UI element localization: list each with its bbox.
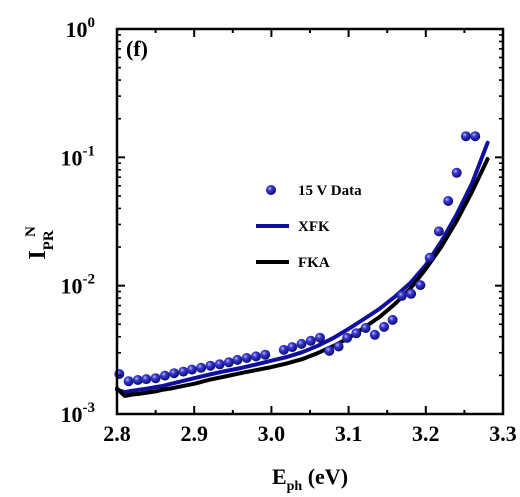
data-point (205, 360, 216, 371)
data-point (132, 375, 143, 385)
series-line-xfk (115, 140, 490, 395)
data-point (351, 328, 362, 339)
x-tick-label: 2.8 (103, 421, 131, 446)
x-tick-label: 2.9 (180, 421, 208, 446)
data-point (150, 373, 161, 384)
data-point (241, 353, 252, 363)
data-point (342, 332, 353, 343)
data-point (369, 329, 380, 340)
legend-label-xfk: XFK (298, 219, 330, 235)
data-point (232, 354, 243, 365)
data-point (470, 131, 481, 142)
y-tick-label: 10-3 (61, 400, 96, 427)
axes: 2.8 2.9 3.0 3.1 3.2 3.3 10-3 10-2 10-1 100 (61, 15, 517, 446)
data-point (324, 345, 335, 356)
data-point (360, 323, 371, 333)
data-point (141, 374, 152, 385)
data-point (260, 349, 271, 360)
data-point (251, 351, 261, 362)
x-axis-title-sub: ph (287, 479, 303, 494)
y-axis-title-sup: N (23, 226, 39, 237)
data-point (424, 252, 435, 263)
data-point (178, 366, 189, 377)
y-axis-title: IPR N (23, 226, 57, 260)
data-point (159, 370, 170, 381)
data-point (443, 196, 454, 206)
x-tick-label: 3.3 (489, 421, 517, 446)
x-axis-title-suffix: (eV) (302, 464, 348, 489)
data-point (186, 364, 197, 375)
x-axis-title: Eph (eV) (272, 464, 348, 494)
data-point (223, 357, 234, 368)
panel-label: (f) (126, 36, 148, 61)
plot-area (114, 131, 490, 398)
y-tick-label: 100 (66, 15, 96, 42)
data-point (123, 376, 134, 387)
data-point (305, 335, 316, 346)
data-point (406, 288, 417, 299)
y-axis-title-main: I (25, 250, 51, 259)
data-point (278, 344, 289, 355)
data-point (196, 362, 207, 373)
data-point (287, 342, 298, 353)
data-point (379, 321, 390, 332)
x-tick-label: 3.0 (258, 421, 286, 446)
y-tick-label: 10-1 (61, 143, 96, 170)
legend-label-fka: FKA (298, 255, 330, 271)
y-tick-label: 10-2 (61, 272, 96, 299)
x-tick-label: 3.2 (412, 421, 440, 446)
data-point (451, 167, 462, 178)
data-point (396, 290, 407, 301)
legend: 15 V Data XFK FKA (256, 183, 362, 271)
data-point (387, 314, 398, 325)
data-point (315, 332, 325, 343)
data-point (296, 338, 307, 349)
data-point (333, 341, 344, 352)
y-axis-title-sub: PR (41, 230, 57, 250)
x-tick-label: 3.1 (335, 421, 363, 446)
svg-text:IPR: IPR (25, 230, 57, 260)
data-point (214, 359, 225, 370)
data-point (415, 280, 426, 291)
series-line-fka (115, 157, 490, 398)
data-point (169, 368, 180, 379)
data-point (433, 226, 444, 237)
x-axis-title-main: E (272, 464, 287, 489)
legend-marker-15-v-data (266, 185, 276, 195)
data-point (460, 131, 471, 142)
legend-label-15-v-data: 15 V Data (298, 183, 362, 199)
